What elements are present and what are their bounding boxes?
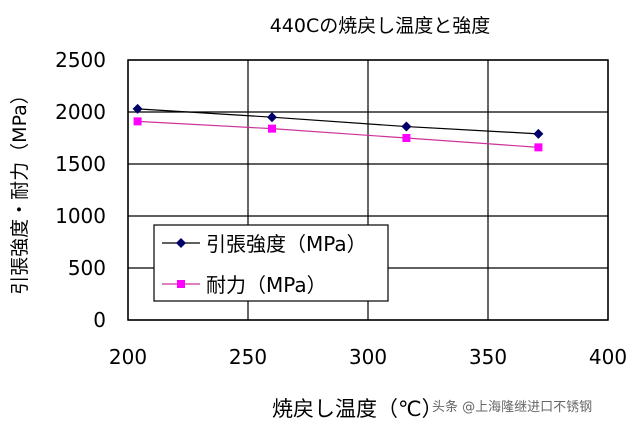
data-point-diamond: [401, 121, 412, 132]
x-tick-label: 350: [469, 345, 507, 369]
chart-title: 440Cの焼戻し温度と強度: [270, 15, 491, 37]
legend: [153, 224, 389, 302]
y-tick-label: 1000: [55, 204, 106, 228]
data-point-square: [534, 143, 543, 152]
legend-marker-square: [177, 280, 185, 288]
data-point-square: [268, 124, 276, 133]
legend-label: 耐力（MPa）: [206, 273, 327, 297]
legend-label: 引張強度（MPa）: [206, 232, 367, 256]
x-axis-label: 焼戻し温度（℃）: [272, 397, 443, 421]
series-line: [137, 108, 539, 135]
data-point-diamond: [533, 128, 544, 139]
x-tick-label: 200: [109, 345, 147, 369]
data-point-diamond: [267, 112, 277, 123]
y-tick-label: 1500: [55, 152, 106, 176]
data-point-diamond: [132, 103, 143, 114]
y-tick-label: 0: [93, 308, 106, 332]
x-tick-label: 300: [349, 345, 387, 369]
x-tick-label: 400: [589, 345, 627, 369]
series-line: [137, 120, 539, 148]
x-tick-label: 250: [229, 345, 267, 369]
y-tick-label: 2000: [55, 100, 106, 124]
legend-marker-diamond: [176, 238, 186, 248]
y-axis-label: 引張強度・耐力（MPa）: [9, 85, 31, 295]
data-point-square: [133, 117, 142, 126]
data-point-square: [402, 134, 411, 142]
y-tick-label: 2500: [55, 48, 106, 72]
y-tick-label: 500: [68, 256, 106, 280]
watermark: 头条 @上海隆继进口不锈钢: [432, 396, 593, 415]
